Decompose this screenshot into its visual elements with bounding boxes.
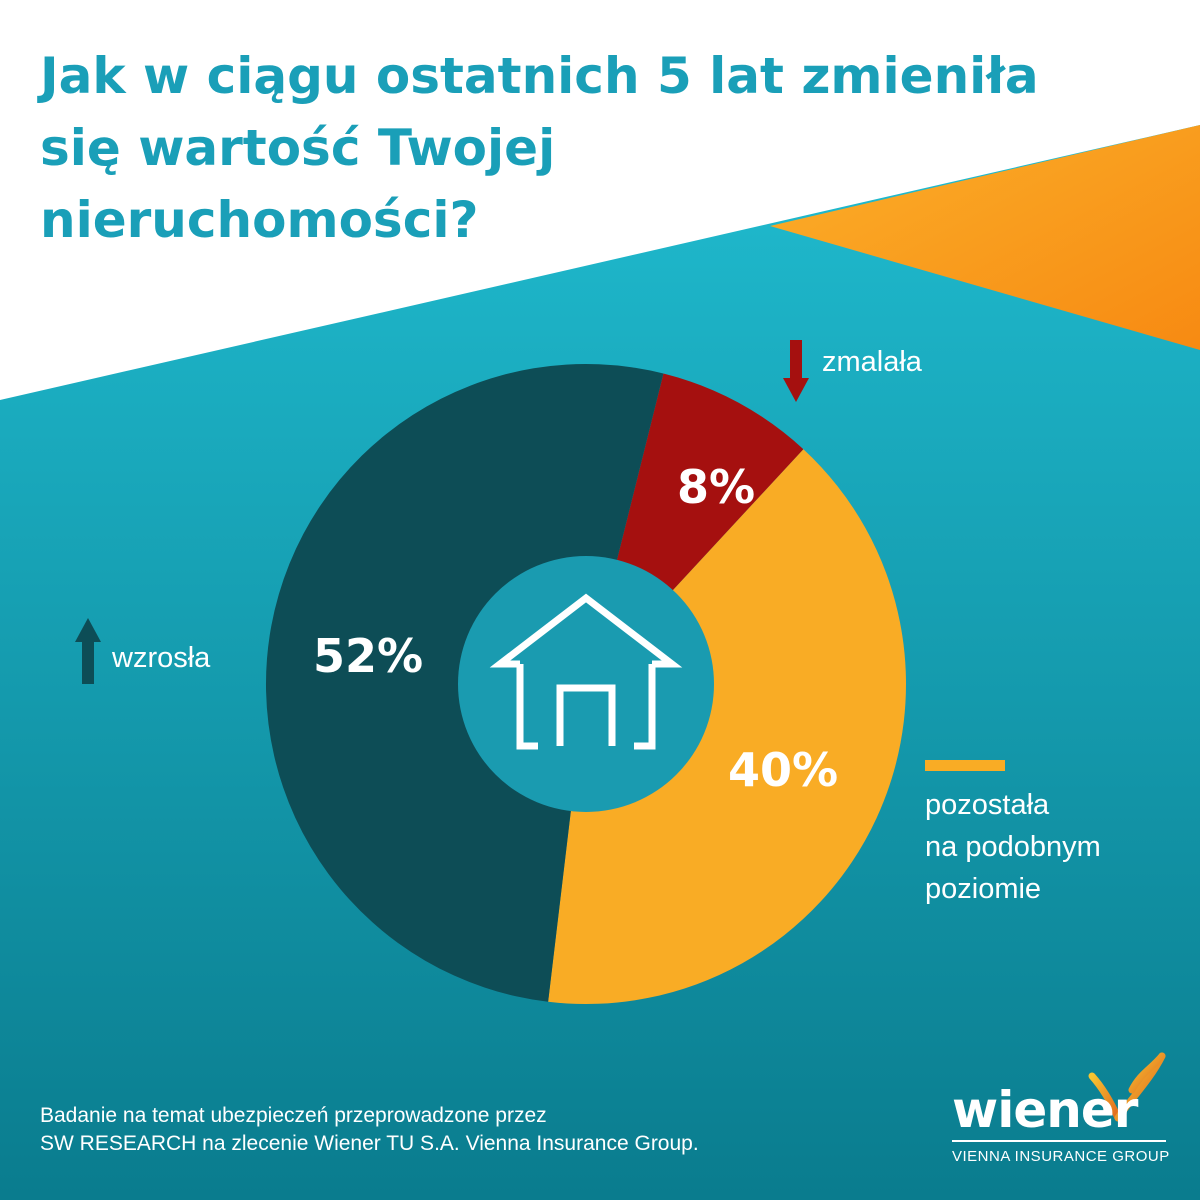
footer-source-note: Badanie na temat ubezpieczeń przeprowadz… bbox=[40, 1102, 800, 1158]
house-icon bbox=[489, 593, 683, 750]
legend-decrease-label: zmalała bbox=[822, 346, 922, 378]
wiener-wordmark: wiener bbox=[952, 1081, 1138, 1139]
slice-label-decrease: 8% bbox=[676, 460, 756, 514]
legend-same-bar bbox=[925, 760, 1005, 771]
wiener-logo-mark bbox=[1088, 1052, 1166, 1122]
footer-line-1: Badanie na temat ubezpieczeń przeprowadz… bbox=[40, 1104, 547, 1127]
title-line-2: się wartość Twojej bbox=[40, 119, 556, 177]
legend-same-label: pozostała na podobnym poziomie bbox=[925, 784, 1101, 910]
pie-slice-same bbox=[548, 449, 906, 1005]
arrow-down-icon bbox=[783, 340, 809, 402]
orange-accent-shape bbox=[770, 125, 1200, 350]
logo-divider bbox=[952, 1140, 1166, 1142]
chart-title: Jak w ciągu ostatnich 5 lat zmieniła się… bbox=[40, 40, 1160, 256]
slice-label-same: 40% bbox=[727, 743, 839, 797]
title-line-1: Jak w ciągu ostatnich 5 lat zmieniła bbox=[40, 47, 1039, 105]
legend-same-line-2: na podobnym bbox=[925, 831, 1101, 863]
arrow-up-icon bbox=[75, 618, 101, 684]
slice-label-increase: 52% bbox=[312, 629, 424, 683]
footer-line-2: SW RESEARCH na zlecenie Wiener TU S.A. V… bbox=[40, 1132, 699, 1155]
legend-increase-label: wzrosła bbox=[112, 642, 211, 674]
title-line-3: nieruchomości? bbox=[40, 191, 479, 249]
logo-tagline: VIENNA INSURANCE GROUP bbox=[952, 1148, 1170, 1165]
legend-same-line-3: poziomie bbox=[925, 873, 1042, 905]
legend-same-line-1: pozostała bbox=[925, 789, 1050, 821]
